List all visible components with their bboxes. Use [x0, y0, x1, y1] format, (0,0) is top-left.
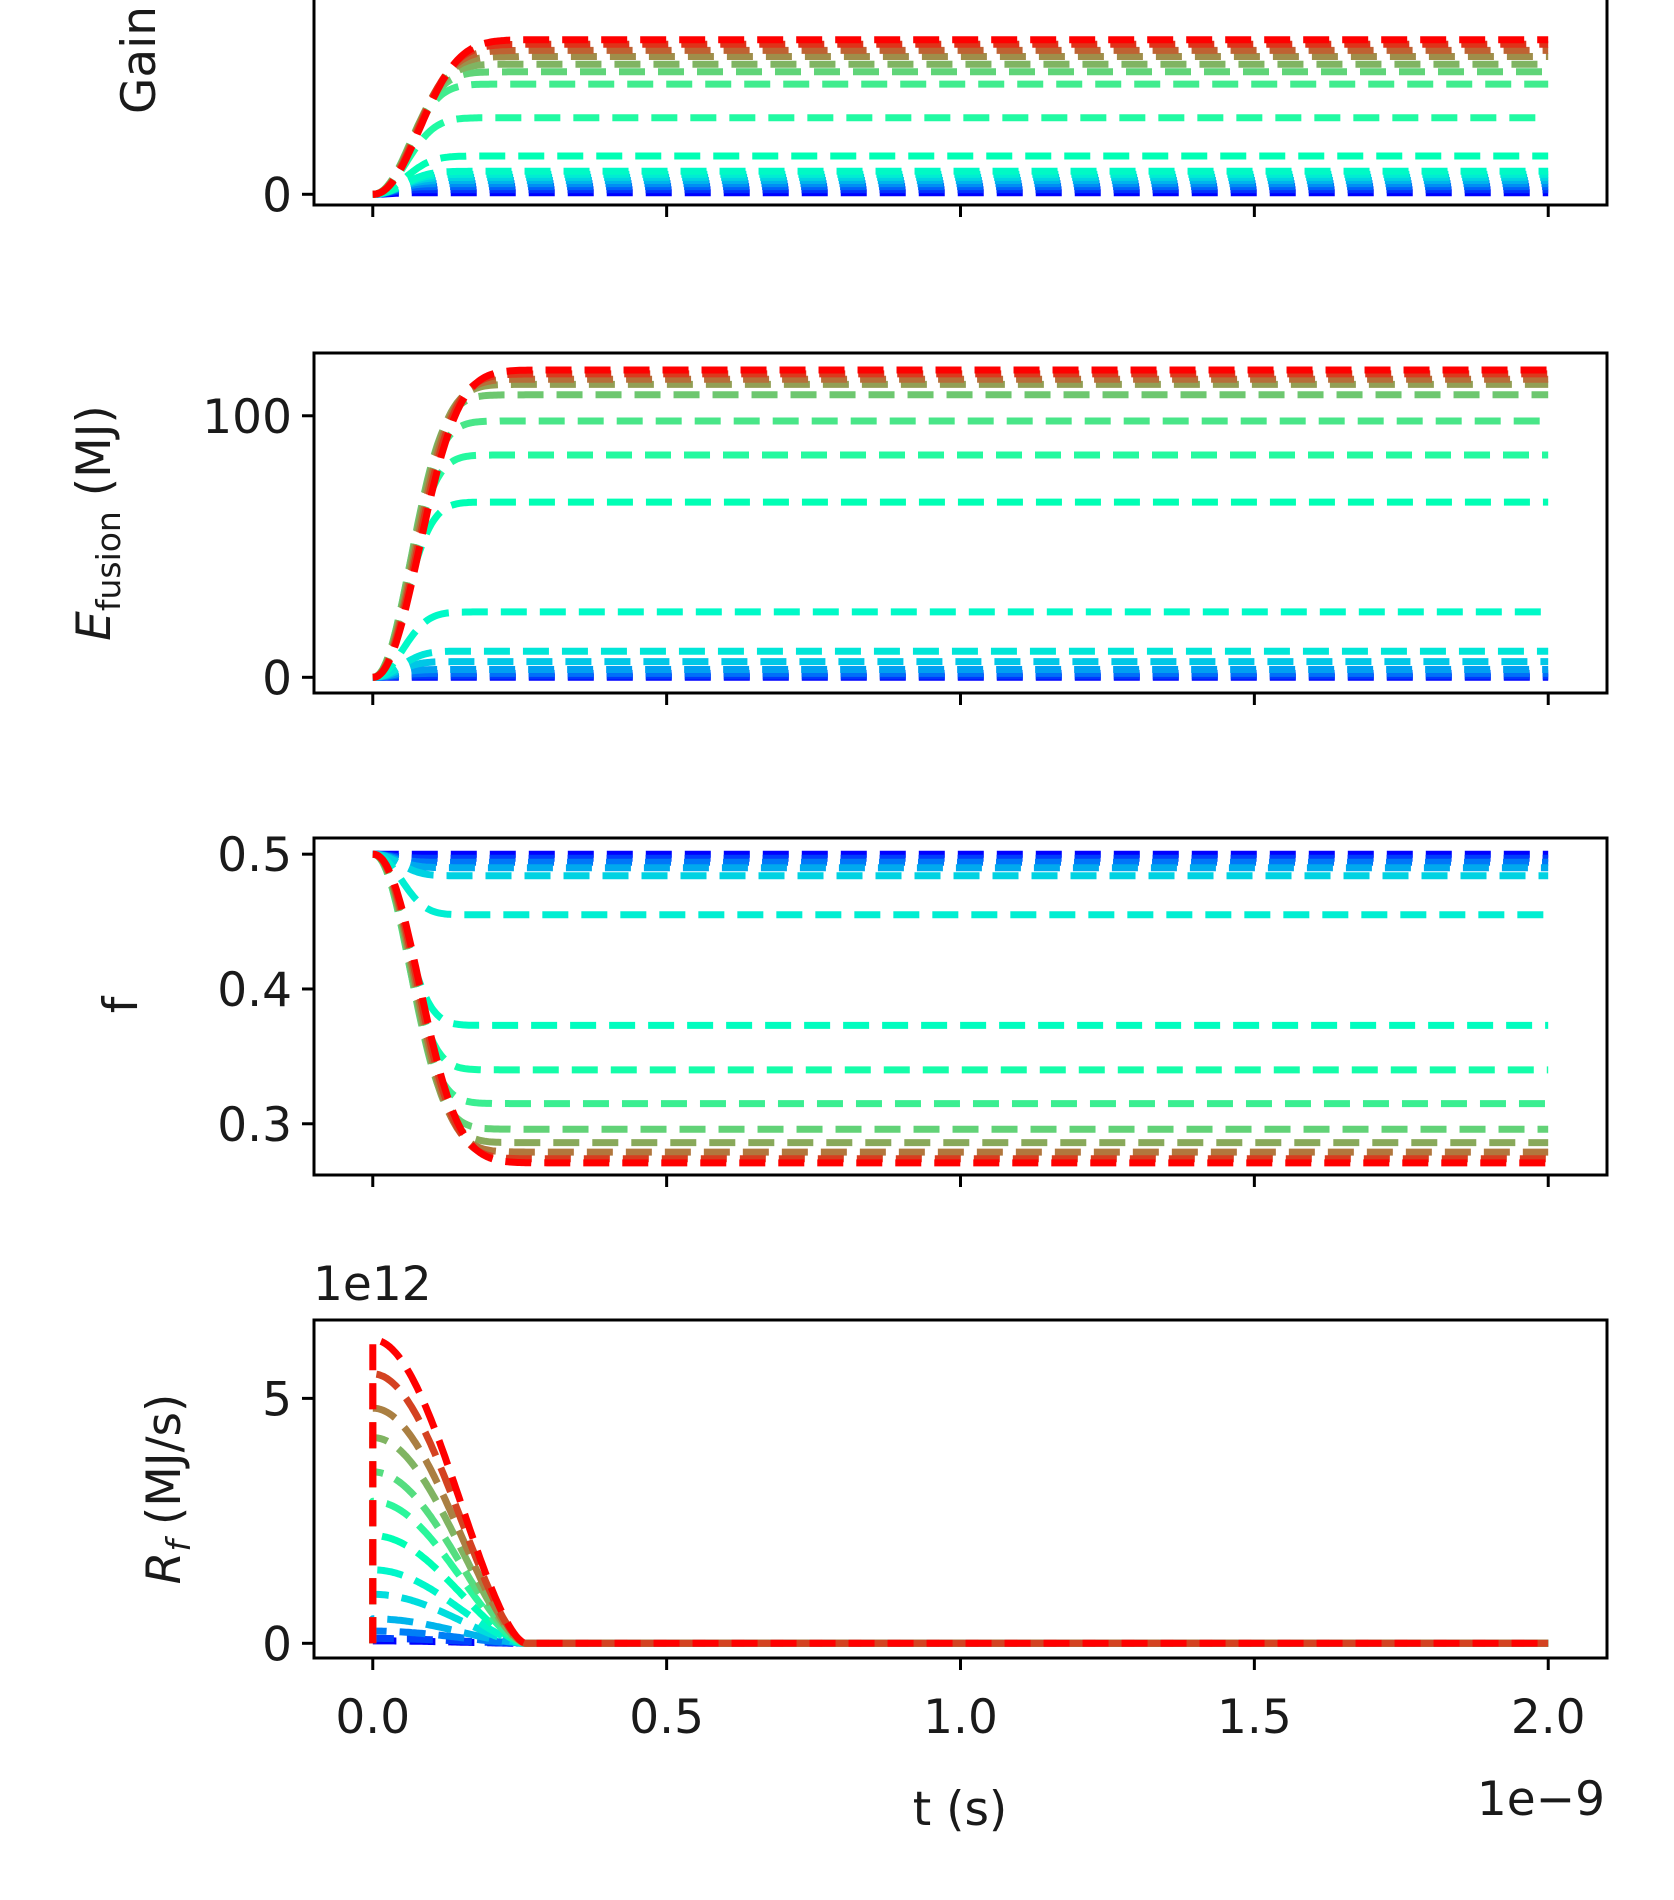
fusion-energy-series-line — [371, 498, 1549, 681]
xtick-label: 2.0 — [1511, 1690, 1586, 1745]
fraction-series-line — [371, 850, 1549, 1163]
fusion-rate-ylabel: Rf (MJ/s) — [137, 1394, 198, 1585]
fusion-energy-axes-frame — [312, 351, 1609, 695]
fusion-rate-ylabel-unit: (MJ/s) — [137, 1394, 192, 1540]
fusion-rate-xtick-layer: 0.0 0.5 1.0 1.5 2.0 — [335, 1658, 1586, 1745]
fraction-axes-frame — [312, 836, 1609, 1177]
x-offset-label: 1e−9 — [1477, 1772, 1605, 1827]
fraction-ytick-label: 0.5 — [217, 828, 292, 883]
fusion-energy-ytick-layer: 0 100 — [202, 390, 314, 706]
fusion-rate-series-line — [369, 1497, 1549, 1647]
fusion-energy-series-layer — [371, 366, 1549, 681]
fusion-energy-series-line — [371, 366, 1549, 681]
fraction-ylabel: f — [94, 995, 149, 1013]
fusion-energy-ylabel-main: E — [67, 611, 122, 641]
fusion-energy-series-line — [371, 391, 1549, 681]
gain-series-line — [371, 167, 1549, 198]
fusion-energy-ylabel-sub: fusion — [89, 511, 128, 611]
fusion-rate-series-line — [369, 1615, 1549, 1647]
gain-ytick-layer: 0 — [262, 168, 314, 223]
fraction-series-line — [371, 850, 1549, 880]
gain-series-line — [371, 152, 1549, 198]
fraction-series-line — [371, 850, 1549, 862]
fusion-rate-series-line — [369, 1566, 1549, 1647]
xtick-label: 1.5 — [1217, 1690, 1292, 1745]
fusion-energy-ytick-label: 100 — [202, 390, 292, 445]
gain-xtick-layer — [371, 205, 1550, 217]
fraction-series-line — [371, 850, 1549, 919]
xtick-label: 0.5 — [629, 1690, 704, 1745]
fraction-series-line — [371, 850, 1549, 1167]
panel-fraction: 0.3 0.4 0.5 f — [94, 828, 1609, 1187]
fusion-rate-ytick-label: 5 — [262, 1372, 292, 1427]
fraction-series-line — [371, 850, 1549, 872]
fusion-rate-series-line — [369, 1532, 1549, 1647]
fusion-energy-series-line — [371, 669, 1549, 681]
fusion-energy-series-line — [371, 380, 1549, 681]
fusion-rate-series-line — [369, 1434, 1549, 1647]
gain-series-line — [371, 80, 1549, 198]
fraction-xtick-layer — [371, 1175, 1550, 1187]
fraction-series-line — [371, 850, 1549, 1156]
fusion-rate-ytick-layer: 05 — [262, 1372, 314, 1672]
x-axis-label: t (s) — [913, 1782, 1008, 1837]
fusion-rate-ylabel-main: R — [137, 1552, 192, 1585]
gain-ylabel: Gain — [112, 6, 167, 114]
fusion-energy-series-line — [371, 647, 1549, 681]
fusion-energy-ylabel-unit: (MJ) — [67, 405, 122, 511]
fusion-energy-series-line — [371, 608, 1549, 681]
fraction-series-line — [371, 850, 1549, 866]
fusion-energy-series-line — [371, 417, 1549, 681]
fraction-series-line — [371, 850, 1549, 1029]
xtick-label: 0.0 — [335, 1690, 410, 1745]
gain-ytick-label: 0 — [262, 168, 292, 223]
xtick-label: 1.0 — [923, 1690, 998, 1745]
fraction-ytick-label: 0.4 — [217, 963, 292, 1018]
fusion-energy-series-line — [371, 658, 1549, 681]
fusion-energy-ylabel: Efusion (MJ) — [67, 405, 128, 641]
fusion-rate-series-line — [369, 1336, 1549, 1647]
fraction-series-line — [371, 850, 1549, 1074]
fraction-ytick-layer: 0.3 0.4 0.5 — [217, 828, 314, 1153]
fraction-series-line — [371, 850, 1549, 1133]
fusion-rate-series-line — [369, 1590, 1549, 1647]
fraction-series-layer — [371, 850, 1549, 1167]
panel-fusion-rate: 05 0.0 0.5 1.0 1.5 2.0 Rf (MJ/s) 1e12 — [137, 1257, 1609, 1745]
fraction-series-line — [371, 850, 1549, 1108]
fusion-energy-xtick-layer — [371, 693, 1550, 705]
fusion-rate-ytick-label: 0 — [262, 1617, 292, 1672]
y-offset-label: 1e12 — [313, 1257, 432, 1312]
fusion-energy-series-line — [371, 451, 1549, 681]
fusion-rate-series-line — [369, 1468, 1549, 1647]
fraction-ytick-label: 0.3 — [217, 1098, 292, 1153]
fusion-rate-series-layer — [369, 1336, 1549, 1647]
fusion-energy-series-line — [371, 666, 1549, 681]
gain-series-line — [371, 114, 1549, 198]
panel-fusion-energy: 0 100 Efusion (MJ) — [67, 351, 1609, 706]
fusion-energy-series-line — [371, 375, 1549, 681]
fusion-rate-series-line — [369, 1404, 1549, 1647]
fusion-rate-series-line — [369, 1370, 1549, 1647]
fraction-series-line — [371, 850, 1549, 1147]
fusion-rate-axes-frame — [312, 1318, 1609, 1660]
gain-series-line — [371, 36, 1549, 198]
fusion-energy-ytick-label: 0 — [262, 651, 292, 706]
gain-series-layer — [371, 36, 1549, 198]
panel-gain: 0 Gain — [112, 0, 1609, 223]
